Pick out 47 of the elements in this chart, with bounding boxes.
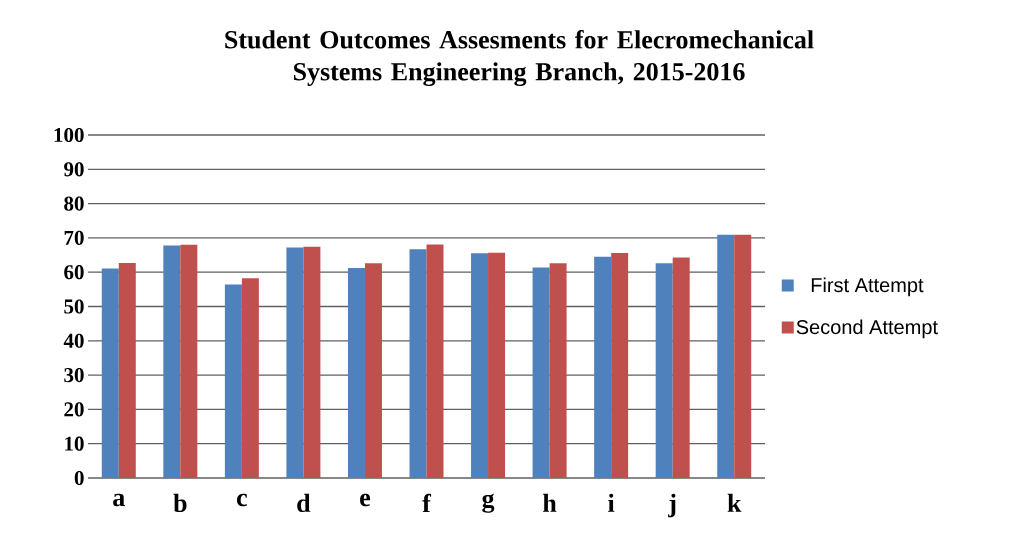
bar — [224, 284, 242, 478]
x-tick-label: f — [422, 493, 432, 513]
bar — [286, 247, 304, 478]
bar — [532, 267, 550, 478]
bar — [180, 244, 198, 478]
bar — [241, 278, 259, 478]
x-tick-label: d — [297, 493, 311, 513]
bar — [118, 262, 136, 478]
x-tick-label: i — [608, 493, 615, 512]
bar — [163, 245, 181, 478]
bar — [347, 268, 365, 478]
x-tick-label: j — [668, 493, 676, 518]
y-tick-label: 0 — [74, 470, 84, 486]
y-tick-label: 20 — [64, 402, 84, 417]
bar — [672, 257, 690, 478]
bar — [409, 249, 427, 478]
bar — [611, 252, 629, 478]
bar — [717, 234, 735, 478]
bar — [303, 246, 321, 478]
x-tick-label: e — [360, 493, 371, 507]
bar — [655, 263, 673, 478]
bar — [101, 268, 119, 478]
y-tick-label: 60 — [64, 265, 84, 280]
x-tick-label: b — [173, 493, 187, 513]
bar — [426, 244, 444, 478]
y-tick-label: 40 — [63, 333, 84, 348]
y-tick-label: 70 — [64, 230, 84, 245]
y-tick-label: 30 — [64, 368, 84, 383]
legend-label: Second Attempt — [796, 319, 938, 339]
bar — [488, 252, 506, 478]
y-tick-label: 90 — [64, 162, 84, 177]
y-tick-label: 80 — [64, 196, 84, 211]
y-tick-label: 100 — [54, 127, 84, 143]
bar — [549, 263, 567, 478]
bar — [364, 263, 382, 478]
y-tick-label: 10 — [65, 436, 84, 451]
x-tick-label: k — [727, 493, 742, 512]
y-tick-label: 50 — [64, 299, 84, 314]
x-tick-label: c — [237, 493, 247, 507]
x-tick-label: h — [543, 493, 557, 512]
x-tick-label: a — [113, 493, 125, 507]
bar — [594, 256, 612, 478]
chart-title: Student Outcomes Assesments for Elecromechanical Systems Engineering Branch, 2015-2016 — [225, 29, 814, 87]
bar — [734, 234, 752, 478]
legend-label: First Attempt — [811, 277, 924, 297]
bar — [471, 253, 489, 478]
x-tick-label: g — [482, 493, 495, 513]
